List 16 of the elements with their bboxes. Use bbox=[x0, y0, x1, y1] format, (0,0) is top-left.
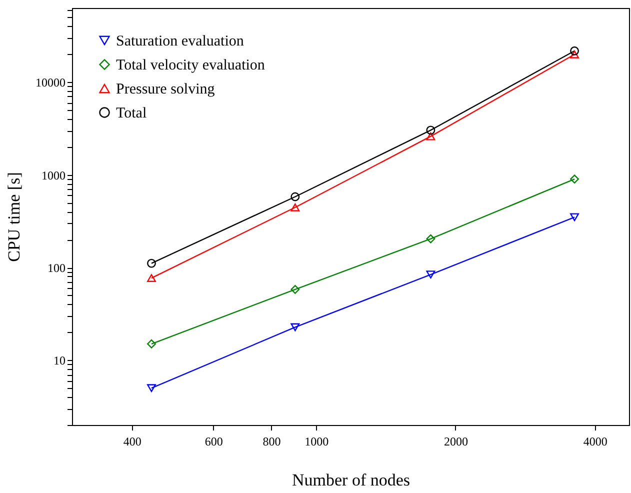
x-axis-title: Number of nodes bbox=[292, 470, 410, 490]
y-axis-title: CPU time [s] bbox=[4, 172, 24, 262]
x-tick-label: 2000 bbox=[444, 434, 468, 448]
y-tick-label: 10000 bbox=[36, 76, 66, 90]
x-tick-label: 600 bbox=[204, 434, 223, 448]
x-tick-label: 400 bbox=[123, 434, 142, 448]
x-tick-label: 1000 bbox=[304, 434, 329, 448]
x-tick-label: 800 bbox=[262, 434, 281, 448]
legend-label: Total bbox=[116, 106, 147, 122]
legend-label: Pressure solving bbox=[116, 82, 216, 98]
y-tick-label: 10 bbox=[54, 354, 66, 368]
legend-label: Saturation evaluation bbox=[116, 34, 244, 50]
y-tick-label: 100 bbox=[48, 261, 66, 276]
x-tick-label: 4000 bbox=[583, 434, 608, 448]
y-tick-label: 1000 bbox=[42, 168, 66, 182]
legend-label: Total velocity evaluation bbox=[116, 58, 266, 74]
